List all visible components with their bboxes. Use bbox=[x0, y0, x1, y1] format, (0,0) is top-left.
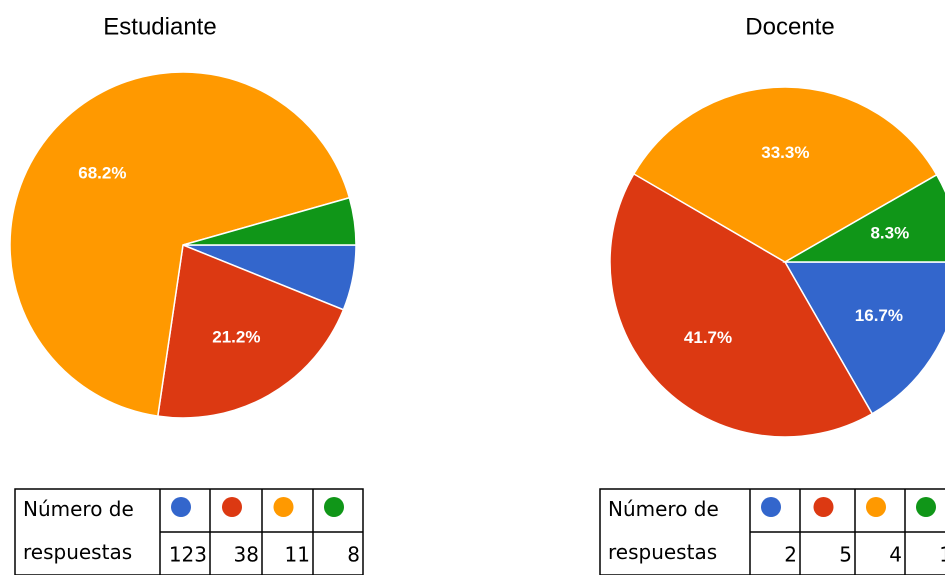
table-count: 38 bbox=[234, 543, 259, 567]
slice-label: 21.2% bbox=[212, 328, 260, 347]
table-count: 4 bbox=[889, 543, 902, 567]
table-count: 5 bbox=[839, 543, 852, 567]
table-border bbox=[599, 488, 945, 575]
table-count: 123 bbox=[169, 543, 207, 567]
pie-slice bbox=[782, 173, 945, 263]
pie-slice bbox=[9, 71, 351, 418]
legend-dot bbox=[222, 497, 242, 517]
table-count: 1 bbox=[939, 543, 945, 567]
table-label: respuestas bbox=[23, 540, 132, 564]
pie-slice bbox=[783, 261, 945, 415]
slice-label: 41.7% bbox=[684, 328, 732, 347]
pie-slice bbox=[182, 196, 357, 246]
table-label: respuestas bbox=[608, 540, 717, 564]
legend-dot bbox=[324, 497, 344, 517]
slice-label: 16.7% bbox=[855, 306, 903, 325]
table-label: Número de bbox=[23, 497, 134, 521]
legend-dot bbox=[171, 497, 191, 517]
chart-title: Docente bbox=[745, 13, 834, 40]
legend-dot bbox=[813, 497, 834, 517]
legend-dot bbox=[273, 497, 294, 517]
table-count: 2 bbox=[784, 543, 797, 567]
pie-slice bbox=[609, 172, 874, 438]
chart-title: Estudiante bbox=[103, 13, 216, 40]
legend-dot bbox=[866, 497, 886, 517]
table-count: 8 bbox=[347, 543, 360, 567]
table-label: Número de bbox=[608, 497, 719, 521]
slice-label: 8.3% bbox=[870, 224, 909, 243]
slice-label: 33.3% bbox=[761, 143, 809, 162]
slice-label: 68.2% bbox=[78, 164, 126, 183]
legend-dot bbox=[916, 497, 936, 517]
legend-dot bbox=[761, 497, 781, 517]
pie-slice bbox=[156, 243, 345, 419]
table-count: 11 bbox=[285, 543, 310, 567]
